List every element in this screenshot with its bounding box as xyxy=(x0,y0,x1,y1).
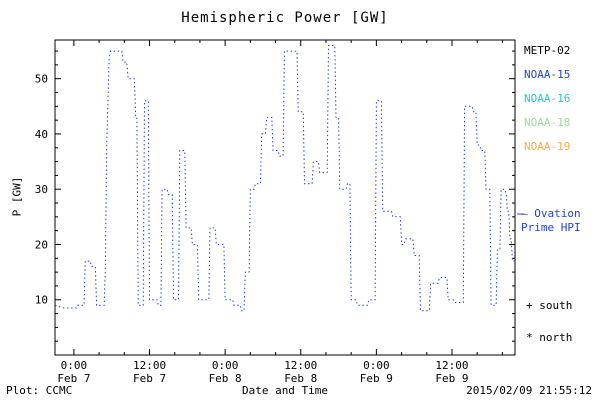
ovation-line2: Prime HPI xyxy=(521,221,581,234)
legend-item-noaa-15: NOAA-15 xyxy=(524,68,571,81)
legend-item-metp-02: METP-02 xyxy=(524,44,571,57)
x-tick-time-label: 0:00 xyxy=(212,359,239,372)
x-tick-date-label: Feb 8 xyxy=(284,372,317,385)
x-axis-label: Date and Time xyxy=(241,384,329,397)
north-marker-symbol: * xyxy=(526,331,533,344)
north-marker-label: * north xyxy=(526,331,572,344)
x-tick-time-label: 12:00 xyxy=(133,359,166,372)
north-marker-text: north xyxy=(539,331,573,344)
x-tick-date-label: Feb 9 xyxy=(435,372,468,385)
y-axis-label: P [GW] xyxy=(10,176,24,217)
y-tick-label: 10 xyxy=(35,294,48,307)
legend-item-noaa-19: NOAA-19 xyxy=(524,140,571,153)
y-tick-label: 40 xyxy=(35,128,48,141)
south-marker-label: + south xyxy=(526,299,572,312)
ovation-prime-label: — Ovation Prime HPI xyxy=(521,207,581,235)
legend-item-noaa-18: NOAA-18 xyxy=(524,116,571,129)
y-tick-label: 20 xyxy=(35,238,48,251)
x-tick-time-label: 0:00 xyxy=(363,359,390,372)
legend: METP-02 NOAA-15 NOAA-16 NOAA-18 NOAA-19 xyxy=(524,44,570,164)
x-tick-time-label: 0:00 xyxy=(61,359,88,372)
x-tick-date-label: Feb 9 xyxy=(360,372,393,385)
timestamp: 2015/02/09 21:55:12 xyxy=(466,384,592,397)
y-tick-label: 30 xyxy=(35,183,48,196)
chart-title: Hemispheric Power [GW] xyxy=(181,10,389,26)
x-tick-time-label: 12:00 xyxy=(435,359,468,372)
x-tick-date-label: Feb 7 xyxy=(133,372,166,385)
ovation-line1: — Ovation xyxy=(521,207,581,220)
hpi-curve xyxy=(54,45,515,312)
x-tick-date-label: Feb 8 xyxy=(209,372,242,385)
plot-frame xyxy=(54,39,516,356)
south-marker-text: south xyxy=(539,299,573,312)
south-marker-symbol: + xyxy=(526,299,533,312)
y-tick-label: 50 xyxy=(35,73,48,86)
x-tick-time-label: 12:00 xyxy=(284,359,317,372)
plot-credit: Plot: CCMC xyxy=(6,384,73,397)
x-tick-date-label: Feb 7 xyxy=(57,372,90,385)
legend-item-noaa-16: NOAA-16 xyxy=(524,92,571,105)
